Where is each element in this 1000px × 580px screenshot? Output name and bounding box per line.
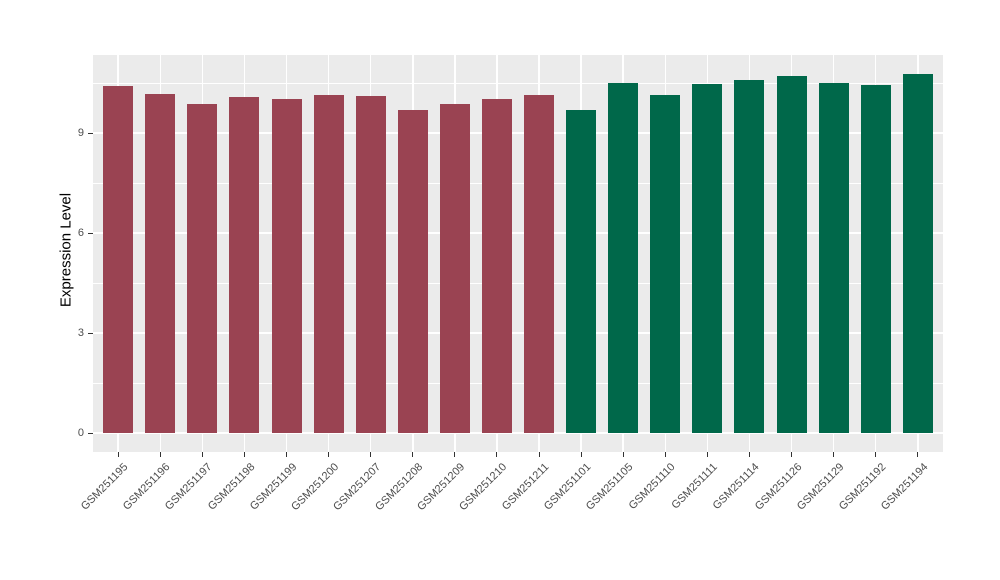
bar-GSM251126 [776, 76, 807, 433]
x-tick-mark [286, 452, 288, 457]
x-tick-mark [159, 452, 161, 457]
bar-GSM251195 [103, 85, 134, 433]
x-tick-mark [791, 452, 792, 457]
bar-GSM251114 [734, 79, 765, 433]
x-tick-mark [328, 452, 330, 457]
bar-GSM251196 [145, 94, 176, 433]
y-tick-label: 9 [77, 126, 84, 139]
y-tick-mark [87, 332, 93, 334]
gridline-horizontal-minor [93, 282, 943, 284]
y-tick-mark [87, 132, 93, 134]
y-tick-label: 3 [77, 326, 84, 339]
y-tick-mark [87, 432, 93, 434]
y-tick-label: 0 [77, 426, 84, 439]
gridline-horizontal-major [93, 332, 943, 334]
gridline-horizontal-major [93, 432, 943, 434]
bar-GSM251199 [271, 99, 302, 433]
x-tick-mark [117, 452, 119, 457]
bar-GSM251210 [481, 99, 512, 433]
bar-GSM251110 [650, 94, 681, 433]
bar-GSM251197 [187, 104, 218, 433]
gridline-horizontal-minor [93, 82, 943, 84]
x-tick-mark [370, 452, 372, 457]
x-tick-mark [243, 452, 245, 457]
x-tick-mark [496, 452, 498, 457]
y-tick-label: 6 [77, 226, 84, 239]
x-tick-mark [412, 452, 414, 457]
x-tick-mark [622, 452, 624, 457]
bar-GSM251129 [818, 83, 849, 433]
bar-GSM251208 [397, 110, 428, 433]
x-tick-mark [917, 452, 919, 457]
gridline-horizontal-minor [93, 182, 943, 184]
x-tick-mark [706, 452, 708, 457]
gridline-horizontal-minor [93, 382, 943, 384]
y-axis-title: Expression Level [57, 192, 75, 308]
bar-GSM251101 [566, 110, 597, 433]
y-tick-mark [87, 232, 93, 234]
bar-GSM251111 [692, 84, 723, 433]
x-tick-mark [201, 452, 203, 457]
bar-GSM251198 [229, 97, 260, 433]
bar-GSM251207 [355, 96, 386, 433]
x-tick-mark [875, 452, 877, 457]
bar-GSM251209 [439, 104, 470, 433]
x-tick-mark [748, 452, 750, 457]
gridline-horizontal-major [93, 132, 943, 134]
x-tick-mark [833, 452, 835, 457]
bar-GSM251211 [524, 95, 555, 433]
x-tick-mark [580, 452, 582, 457]
x-tick-mark [538, 452, 540, 457]
x-tick-mark [664, 452, 666, 457]
gridline-horizontal-major [93, 232, 943, 234]
plot-panel [93, 55, 943, 452]
bar-GSM251200 [313, 95, 344, 433]
bar-GSM251192 [860, 85, 891, 433]
bar-GSM251105 [608, 82, 639, 433]
x-tick-mark [454, 452, 456, 457]
bar-GSM251194 [902, 74, 933, 433]
